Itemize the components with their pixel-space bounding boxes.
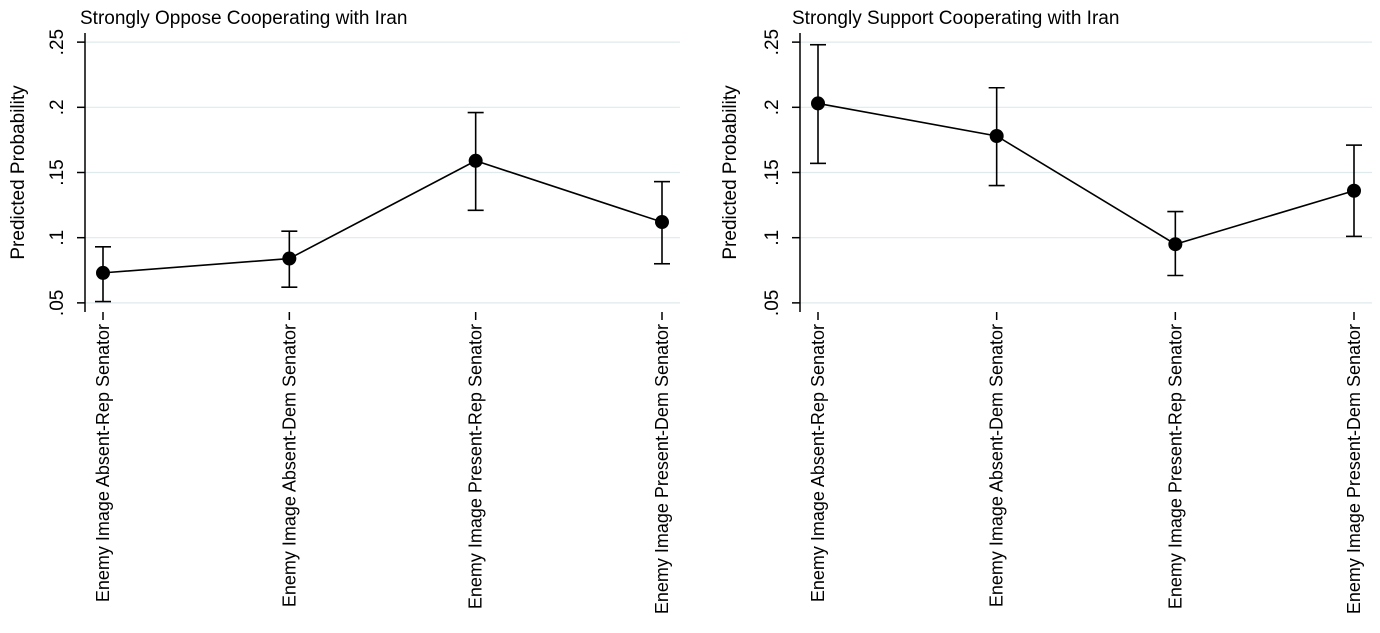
y-tick-label: .25 [762,29,783,55]
x-tick-label: Enemy Image Present-Rep Senator [466,324,486,609]
point [655,215,669,230]
line [817,102,1355,246]
x-tick-label: Enemy Image Present-Rep Senator [1165,324,1185,609]
point [1168,237,1183,252]
x-tick-label: Enemy Image Absent-Dem Senator [987,324,1007,607]
point [811,96,825,111]
panel: Strongly Oppose Cooperating with Iran Pre… [8,8,680,614]
y-tick-label: .05 [47,290,68,316]
y-tick-label: .2 [762,99,783,115]
point [468,153,483,168]
chart-title: Strongly Oppose Cooperating with Iran [80,8,407,29]
point [989,128,1004,143]
point [96,265,110,280]
line [102,159,663,274]
point [1347,183,1361,198]
x-tick-label: Enemy Image Present-Dem Senator [652,324,672,614]
y-tick-label: .1 [47,230,68,246]
x-tick-label: Enemy Image Absent-Rep Senator [93,324,113,602]
x-tick-label: Enemy Image Absent-Dem Senator [279,324,299,607]
panel: Strongly Support Cooperating with Iran Pr… [720,8,1372,614]
y-tick-label: .1 [762,230,783,246]
chart-title: Strongly Support Cooperating with Iran [792,8,1119,29]
y-tick-label: .15 [47,159,68,185]
point [282,251,297,266]
x-tick-label: Enemy Image Present-Dem Senator [1344,324,1364,614]
y-axis-label: Predicted Probability [720,85,741,260]
y-tick-label: .25 [47,29,68,55]
y-axis-label: Predicted Probability [8,85,29,260]
y-tick-label: .15 [762,159,783,185]
x-tick-label: Enemy Image Absent-Rep Senator [808,324,828,602]
y-tick-label: .2 [47,99,68,115]
y-tick-label: .05 [762,290,783,316]
